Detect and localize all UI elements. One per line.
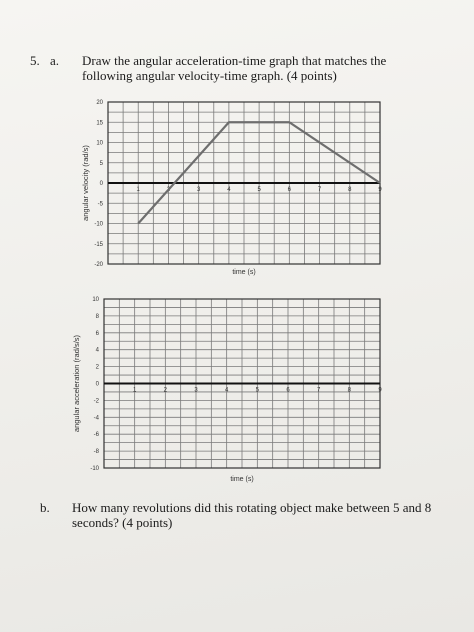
question-number: 5.: [30, 53, 40, 68]
x-tick-label: 8: [348, 388, 352, 394]
y-tick-label: -10: [94, 222, 103, 228]
y-axis-title: angular acceleration (rad/s/s): [72, 334, 81, 432]
y-tick-label: -5: [98, 201, 104, 207]
x-tick-label: 5: [256, 388, 260, 394]
x-tick-label: 7: [317, 388, 321, 394]
y-tick-label: -15: [94, 242, 103, 248]
x-tick-label: 9: [378, 388, 382, 394]
part-a-text: Draw the angular acceleration-time graph…: [82, 53, 387, 83]
x-axis-title: time (s): [230, 476, 253, 483]
y-tick-label: -2: [94, 398, 100, 404]
x-axis-title: time (s): [232, 269, 255, 276]
y-tick-label: 10: [96, 141, 103, 147]
y-tick-label: 8: [96, 314, 100, 320]
x-tick-label: 1: [137, 187, 141, 193]
y-tick-label: 0: [96, 382, 100, 388]
part-b-label: b.: [40, 500, 50, 515]
y-tick-label: 5: [100, 161, 104, 167]
x-tick-label: 6: [288, 187, 292, 193]
x-tick-label: 2: [164, 388, 168, 394]
x-tick-label: 5: [257, 187, 261, 193]
part-b-text: How many revolutions did this rotating o…: [72, 500, 432, 530]
y-tick-label: 20: [96, 100, 103, 106]
y-axis-title: angular velocity (rad/s): [81, 145, 90, 221]
y-tick-label: -10: [90, 466, 99, 472]
y-tick-label: 2: [96, 365, 100, 371]
y-tick-label: -8: [94, 449, 100, 455]
y-tick-label: -20: [94, 262, 103, 268]
x-tick-label: 7: [318, 187, 322, 193]
y-tick-label: 4: [96, 348, 100, 354]
y-tick-label: -6: [94, 432, 100, 438]
part-a-label: a.: [50, 53, 60, 68]
x-tick-label: 3: [194, 388, 198, 394]
series-line: [137, 121, 381, 225]
x-tick-label: 1: [133, 388, 137, 394]
x-tick-label: 4: [227, 187, 231, 193]
x-tick-label: 3: [197, 187, 201, 193]
y-tick-label: 6: [96, 331, 100, 337]
y-tick-label: 0: [100, 181, 104, 187]
x-tick-label: 4: [225, 388, 229, 394]
y-tick-label: -4: [94, 415, 100, 421]
y-tick-label: 10: [92, 297, 99, 303]
x-tick-label: 6: [286, 388, 290, 394]
x-tick-label: 8: [348, 187, 352, 193]
x-tick-label: 9: [378, 187, 382, 193]
y-tick-label: 15: [96, 120, 103, 126]
